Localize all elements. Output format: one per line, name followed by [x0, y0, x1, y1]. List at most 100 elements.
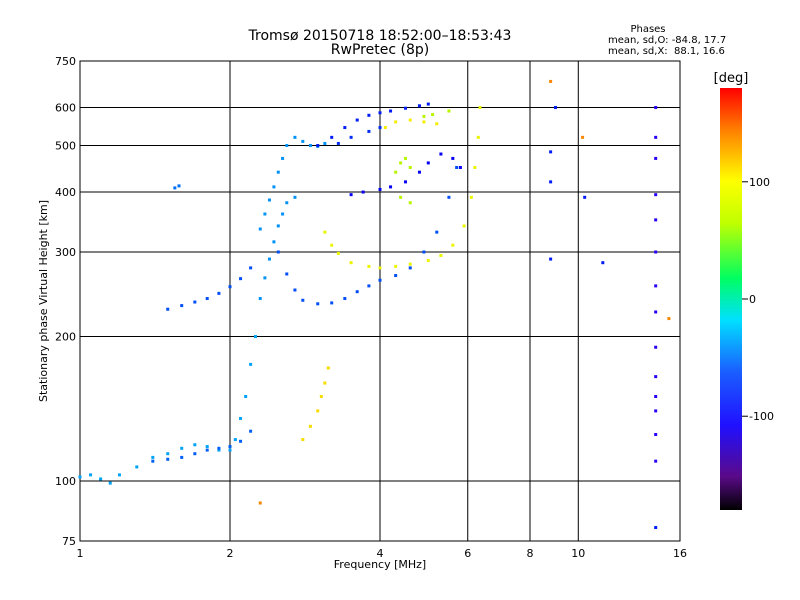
x-axis-label: Frequency [MHz]: [334, 558, 426, 571]
data-point-1-0: [151, 459, 155, 463]
data-point-1-4: [205, 448, 209, 452]
data-point-12-8: [447, 109, 451, 113]
data-point-13-4: [435, 122, 439, 126]
data-point-10-6: [394, 264, 398, 268]
y-tick-label-0: 75: [62, 535, 76, 548]
data-point-5-3: [272, 240, 276, 244]
data-point-12-3: [408, 165, 412, 169]
y-tick-label-3: 300: [55, 246, 76, 259]
data-point-6-3: [301, 298, 305, 302]
data-point-6-2: [293, 288, 297, 292]
data-point-0-4: [117, 473, 121, 477]
data-point-15-2: [549, 257, 553, 261]
data-point-15-6: [654, 526, 658, 530]
data-point-2-0: [166, 307, 170, 311]
data-point-9-8: [451, 156, 455, 160]
data-point-9-3: [389, 185, 393, 189]
data-point-10-2: [336, 251, 340, 255]
data-point-5-1: [263, 276, 267, 280]
data-point-0-1: [89, 473, 93, 477]
data-point-7-8: [417, 104, 421, 108]
data-point-0-5: [135, 465, 139, 469]
data-point-4-3: [272, 185, 276, 189]
data-point-15-3: [553, 106, 557, 110]
data-point-9-7: [439, 152, 443, 156]
y-tick-label-2: 200: [55, 331, 76, 344]
data-point-6-13: [435, 230, 439, 234]
data-point-1-6: [228, 445, 232, 449]
data-point-8-3: [378, 126, 382, 130]
data-point-9-1: [361, 190, 365, 194]
data-point-11-2: [316, 409, 320, 413]
x-tick-label-2: 4: [377, 547, 384, 560]
colorbar-ticks: 100 0 -100: [742, 176, 774, 423]
data-point-6-4: [316, 302, 320, 306]
data-point-14-7: [654, 310, 658, 314]
stats-line-x: mean, sd,X: 88.1, 16.6: [608, 46, 725, 57]
data-point-10-1: [330, 243, 334, 247]
x-tick-label-5: 10: [571, 547, 585, 560]
data-point-15-1: [549, 180, 553, 184]
data-point-4-0: [258, 227, 262, 231]
data-point-10-13: [473, 165, 477, 169]
data-point-12-2: [403, 156, 407, 160]
chart-title: Tromsø 20150718 18:52:00–18:53:43: [248, 28, 512, 44]
data-point-6-11: [408, 266, 412, 270]
data-point-9-6: [426, 161, 430, 165]
data-point-12-4: [399, 195, 403, 199]
data-point-6-6: [343, 297, 347, 301]
data-point-1-5: [217, 446, 221, 450]
grid: [79, 60, 681, 542]
x-tick-labels: 1 2 4 6 8 10 16: [77, 547, 688, 560]
y-tick-label-7: 750: [55, 55, 76, 68]
data-point-2-6: [239, 277, 243, 281]
stats-heading: Phases: [630, 24, 665, 35]
data-point-10-0: [323, 230, 327, 234]
data-point-2-4: [217, 291, 221, 295]
data-point-7-2: [343, 126, 347, 130]
data-point-11-0: [301, 438, 305, 442]
chart-subtitle: RwPretec (8p): [331, 42, 429, 58]
data-point-16-3: [258, 501, 262, 505]
data-point-7-5: [378, 111, 382, 115]
data-point-14-3: [654, 193, 658, 197]
data-point-14-9: [654, 375, 658, 379]
data-point-7-9: [426, 102, 430, 106]
data-point-14-2: [654, 156, 658, 160]
data-point-14-1: [654, 135, 658, 139]
data-point-6-8: [367, 284, 371, 288]
data-point-6-14: [447, 195, 451, 199]
data-point-12-6: [422, 114, 426, 118]
data-point-1-1: [166, 457, 170, 461]
data-point-6-5: [330, 301, 334, 305]
data-point-1-3: [193, 452, 197, 456]
data-point-15-4: [583, 195, 587, 199]
data-point-5-4: [276, 224, 280, 228]
data-point-9-9: [458, 165, 462, 169]
y-tick-label-4: 400: [55, 186, 76, 199]
data-point-3-1: [177, 184, 181, 188]
y-tick-label-5: 500: [55, 140, 76, 153]
data-point-4-6: [285, 144, 289, 148]
data-point-0-7: [166, 452, 170, 456]
data-point-7-3: [355, 118, 359, 122]
data-point-14-8: [654, 345, 658, 349]
data-point-10-7: [408, 262, 412, 266]
data-point-13-2: [408, 118, 412, 122]
data-point-8-0: [336, 141, 340, 145]
data-point-10-5: [378, 266, 382, 270]
data-point-1-2: [180, 455, 184, 459]
data-point-9-0: [349, 193, 353, 197]
data-point-6-9: [378, 278, 382, 282]
data-point-0-15: [244, 395, 248, 399]
data-point-14-12: [654, 433, 658, 437]
x-tick-label-6: 16: [673, 547, 687, 560]
colorbar: [deg] 100 0 -100: [714, 71, 774, 510]
data-point-13-3: [422, 120, 426, 124]
data-point-0-3: [108, 481, 112, 485]
data-point-4-11: [323, 141, 327, 145]
data-point-6-12: [422, 250, 426, 254]
data-point-13-1: [394, 120, 398, 124]
y-tick-label-6: 600: [55, 102, 76, 115]
data-point-4-4: [276, 170, 280, 174]
